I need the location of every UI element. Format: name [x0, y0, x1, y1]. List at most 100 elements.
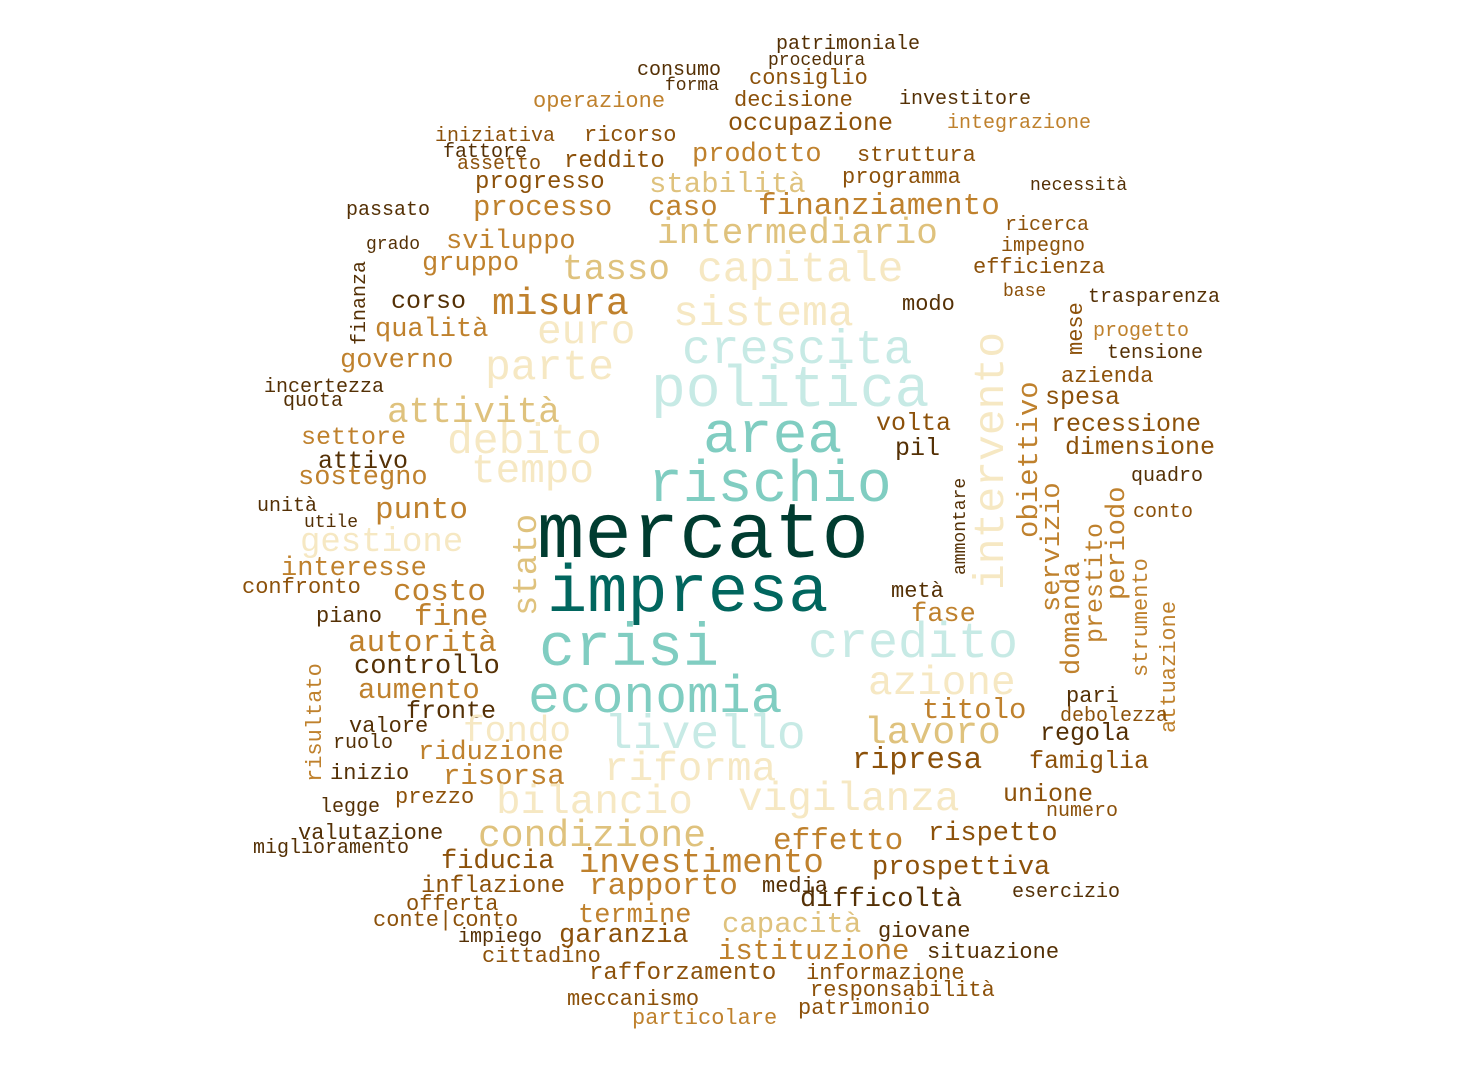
word-spesa: spesa	[1045, 383, 1121, 412]
word-autorita: autorità	[348, 626, 497, 661]
word-offerta: offerta	[406, 892, 499, 917]
word-attivo: attivo	[318, 447, 409, 476]
word-fiducia: fiducia	[441, 847, 555, 877]
word-operazione: operazione	[533, 89, 666, 114]
word-situazione: situazione	[927, 940, 1060, 965]
word-effetto: effetto	[773, 824, 904, 859]
word-gruppo: gruppo	[422, 249, 520, 279]
word-debito: debito	[447, 417, 602, 466]
word-progresso: progresso	[475, 169, 605, 196]
word-legge: legge	[320, 796, 381, 819]
word-azienda: azienda	[1061, 364, 1154, 389]
word-settore: settore	[301, 423, 407, 452]
word-ruolo: ruolo	[333, 732, 394, 755]
word-piano: piano	[316, 604, 383, 629]
word-valore: valore	[349, 714, 429, 739]
word-valutazione: valutazione	[298, 821, 444, 846]
word-particolare: particolare	[632, 1006, 778, 1031]
word-volta: volta	[876, 409, 952, 438]
word-riforma: riforma	[604, 747, 777, 793]
word-livello: livello	[604, 709, 806, 763]
word-impresa: impresa	[547, 556, 829, 632]
word-grado: grado	[366, 235, 421, 255]
word-responsabilita: responsabilità	[810, 978, 995, 1003]
word-tensione: tensione	[1107, 342, 1204, 365]
word-esercizio: esercizio	[1012, 881, 1121, 904]
word-conto: conto	[1133, 501, 1194, 524]
word-azione: azione	[868, 661, 1016, 707]
word-stabilita: stabilità	[649, 168, 806, 201]
word-impiego: impiego	[458, 926, 543, 949]
word-unita: unità	[257, 495, 318, 518]
word-prezzo: prezzo	[395, 785, 475, 810]
word-numero: numero	[1046, 800, 1119, 823]
word-incertezza: incertezza	[264, 376, 385, 399]
word-controllo: controllo	[354, 652, 500, 682]
word-bilancio: bilancio	[496, 780, 693, 826]
word-utile: utile	[304, 513, 359, 533]
word-consiglio: consiglio	[749, 66, 868, 91]
word-processo: processo	[473, 191, 613, 224]
word-fronte: fronte	[406, 697, 497, 726]
word-recessione: recessione	[1051, 410, 1202, 439]
word-euro: euro	[537, 310, 636, 356]
word-governo: governo	[340, 346, 454, 376]
word-rispetto: rispetto	[928, 819, 1058, 849]
word-inizio: inizio	[330, 761, 410, 786]
word-condizione: condizione	[478, 815, 707, 858]
word-strumento: strumento	[1129, 558, 1154, 677]
word-iniziativa: iniziativa	[435, 125, 556, 148]
word-vigilanza: vigilanza	[738, 777, 960, 823]
word-fattore: fattore	[443, 141, 528, 164]
word-ripresa: ripresa	[852, 743, 983, 778]
word-risultato: risultato	[303, 663, 328, 782]
word-passato: passato	[346, 199, 431, 222]
word-debolezza: debolezza	[1060, 705, 1169, 728]
word-ricerca: ricerca	[1005, 214, 1090, 237]
word-caso: caso	[648, 191, 718, 224]
word-attivita: attività	[387, 392, 560, 433]
word-credito: credito	[808, 616, 1019, 673]
word-investimento: investimento	[579, 845, 824, 883]
word-economia: economia	[528, 668, 783, 728]
word-aumento: aumento	[358, 674, 480, 707]
word-interesse: interesse	[281, 554, 427, 584]
word-struttura: struttura	[857, 143, 976, 168]
word-area: area	[703, 405, 843, 470]
word-finanza: finanza	[349, 260, 372, 345]
word-progetto: progetto	[1093, 320, 1190, 343]
word-ammontare: ammontare	[951, 477, 971, 575]
word-cittadino: cittadino	[482, 944, 601, 969]
word-procedura: procedura	[768, 51, 866, 71]
word-regola: regola	[1040, 719, 1131, 748]
word-mese: mese	[1064, 302, 1089, 355]
word-rischio: rischio	[648, 454, 892, 519]
word-necessita: necessità	[1030, 176, 1128, 196]
word-unione: unione	[1003, 780, 1094, 809]
word-miglioramento: miglioramento	[253, 837, 410, 860]
word-forma: forma	[665, 76, 720, 96]
word-tasso: tasso	[562, 249, 671, 290]
word-fondo: fondo	[463, 711, 572, 752]
word-efficienza: efficienza	[973, 255, 1106, 280]
word-assetto: assetto	[457, 153, 542, 176]
word-prodotto: prodotto	[692, 140, 822, 170]
word-costo: costo	[393, 575, 487, 610]
word-difficolta: difficoltà	[800, 885, 963, 915]
word-intervento: intervento	[967, 331, 1016, 590]
word-crescita: crescita	[682, 324, 913, 378]
word-consumo: consumo	[637, 59, 722, 82]
word-quadro: quadro	[1131, 465, 1204, 488]
word-fase: fase	[911, 600, 976, 630]
word-patrimoniale: patrimoniale	[776, 33, 921, 56]
word-patrimonio: patrimonio	[798, 996, 931, 1021]
word-finanziamento: finanziamento	[758, 189, 1000, 224]
word-capacita: capacità	[722, 908, 862, 941]
word-parte: parte	[485, 343, 615, 392]
word-impegno: impegno	[1001, 235, 1086, 258]
word-misura: misura	[492, 283, 629, 326]
word-base: base	[1003, 282, 1047, 302]
word-decisione: decisione	[734, 88, 853, 113]
word-dimensione: dimensione	[1065, 433, 1216, 462]
